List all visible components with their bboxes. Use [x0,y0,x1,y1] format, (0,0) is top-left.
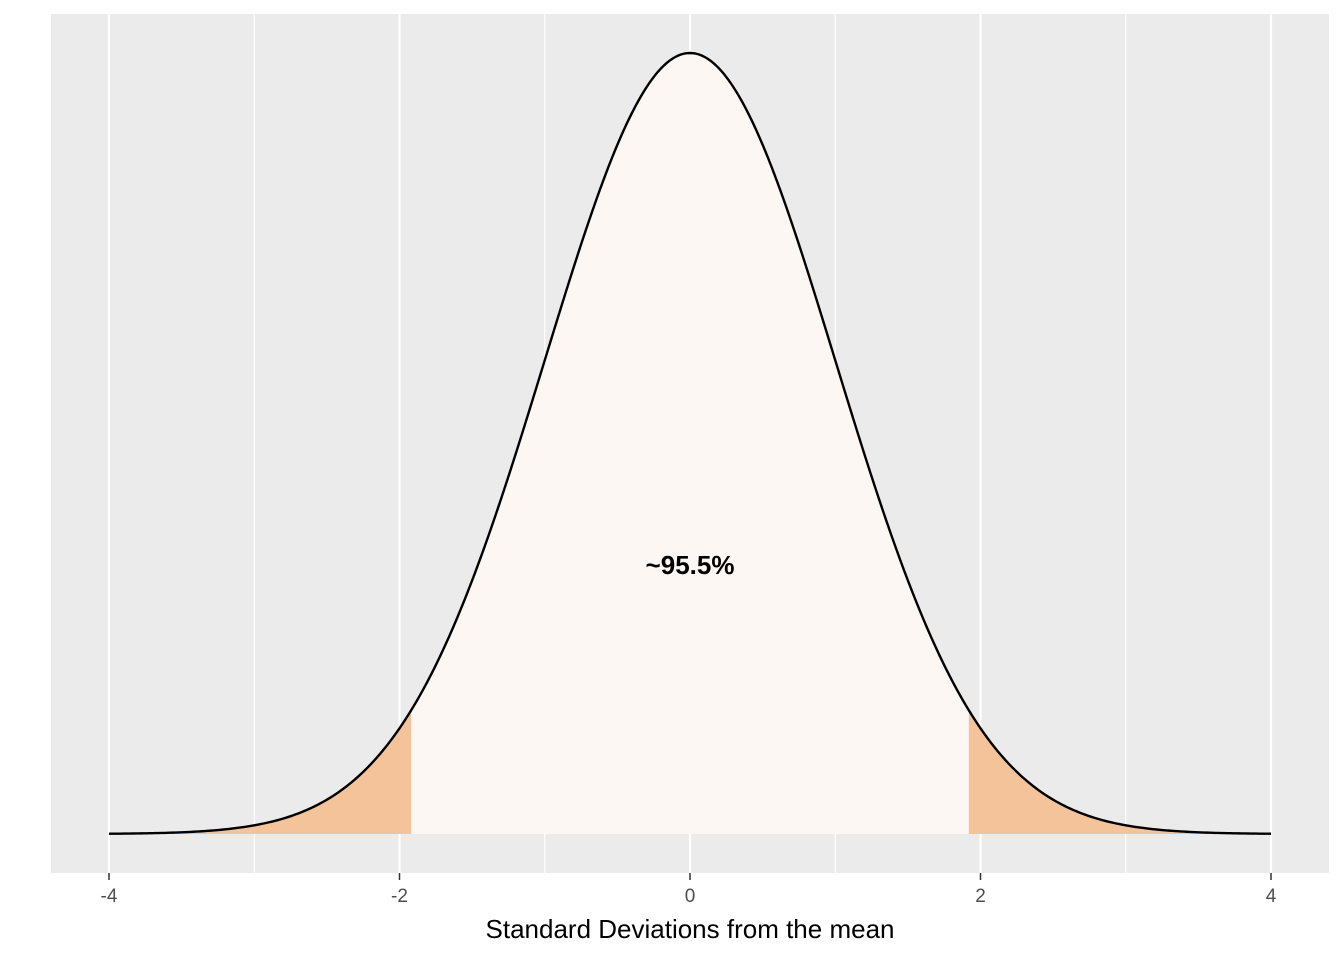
density-curves [108,51,1272,835]
area-percentage-label: ~95.5% [646,550,735,580]
shaded-areas [109,53,1271,834]
central-region-area [411,53,969,834]
x-tick-label: 2 [975,886,986,907]
x-axis-ticks [108,873,1272,880]
x-tick-label: 4 [1266,886,1277,907]
x-tick-label: -4 [101,886,118,907]
annotations: ~95.5% [646,550,735,580]
x-axis-tick-labels: -4 -2 0 2 4 [101,886,1277,907]
left-tail-area [109,710,412,834]
right-tail-area [968,710,1271,834]
x-tick-label: -2 [391,886,408,907]
x-tick-label: 0 [685,886,696,907]
density-curve [108,51,1272,835]
x-axis-title: Standard Deviations from the mean [486,914,895,944]
